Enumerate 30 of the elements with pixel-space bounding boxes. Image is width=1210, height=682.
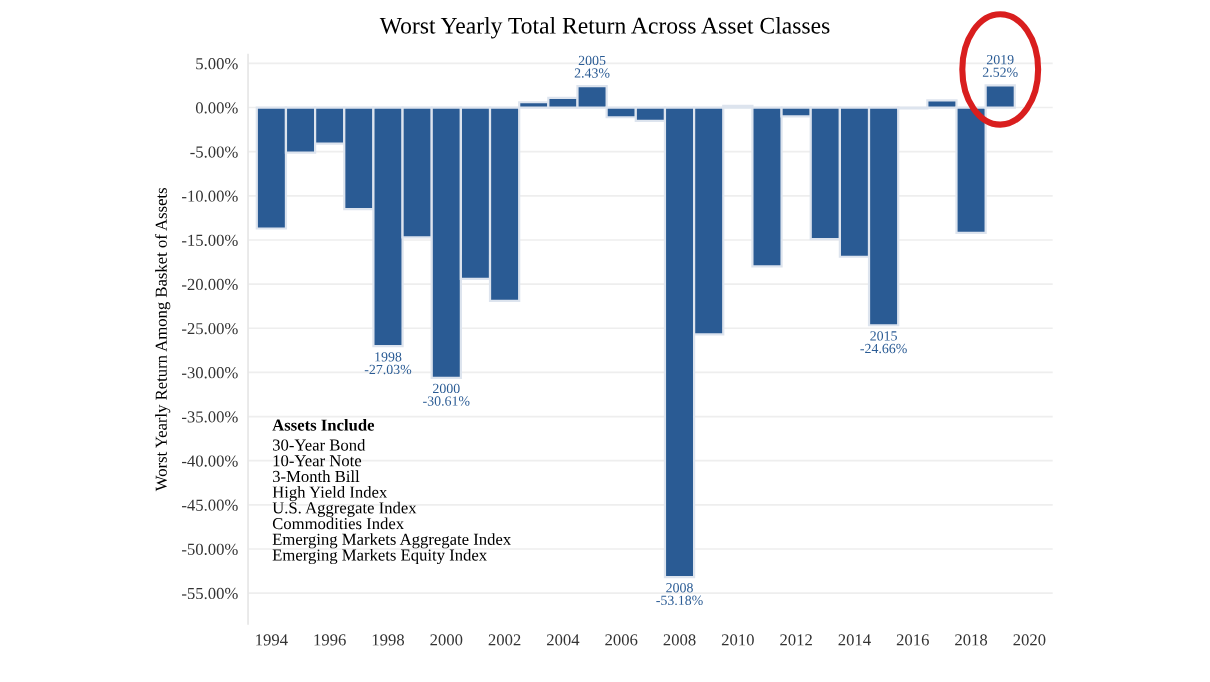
y-tick-label: -30.00% — [182, 367, 238, 379]
x-tick-label: 2010 — [721, 634, 754, 646]
y-tick-label: -5.00% — [190, 146, 238, 158]
y-tick-label: 5.00% — [196, 58, 238, 70]
chart-title: Worst Yearly Total Return Across Asset Classes — [379, 17, 830, 39]
y-tick-label: -20.00% — [182, 278, 238, 291]
x-tick-label: 2008 — [663, 634, 696, 646]
x-tick-label: 2020 — [1013, 634, 1046, 646]
y-tick-label: -25.00% — [182, 322, 238, 335]
x-tick-label: 2002 — [488, 634, 521, 646]
x-tick-label: 2018 — [955, 634, 988, 646]
text: Assets Include 30-Year Bond 10-Year Note 3-Month Bill High Yield Index U.S. Aggregate Index Commodities Index Emerging Markets Aggregate Index Emerging Markets Equity Index — [272, 419, 511, 565]
y-tick-label: -45.00% — [182, 499, 238, 511]
y-axis-title: Worst Yearly Return Among Basket of Assets — [154, 188, 171, 492]
y-tick-label: -10.00% — [182, 190, 238, 202]
x-tick-label: 1996 — [314, 634, 346, 646]
y-tick-label: -15.00% — [182, 234, 238, 246]
y-tick-label: -50.00% — [182, 543, 238, 555]
y-tick-label: 0.00% — [195, 102, 238, 114]
x-tick-label: 2012 — [780, 634, 812, 646]
y-tick-label: -35.00% — [182, 411, 238, 423]
x-tick-label: 2006 — [605, 634, 638, 646]
y-tick-label: -40.00% — [182, 455, 238, 467]
x-tick-label: 1994 — [256, 634, 288, 646]
y-tick-label: -55.00% — [182, 587, 238, 600]
x-tick-label: 2014 — [838, 634, 871, 646]
x-tick-label: 2000 — [430, 634, 463, 646]
x-tick-label: 2016 — [896, 634, 929, 646]
x-tick-label: 2004 — [546, 634, 580, 646]
x-tick-label: 1998 — [372, 634, 405, 646]
